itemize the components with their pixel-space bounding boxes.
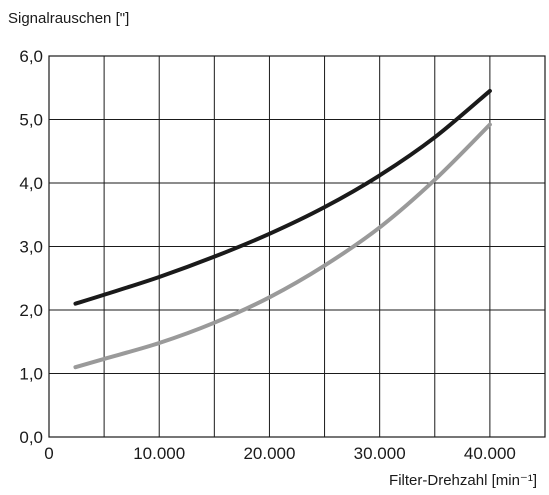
y-tick-label: 4,0 [19,174,43,193]
y-tick-label: 3,0 [19,238,43,257]
y-tick-label: 1,0 [19,365,43,384]
x-axis-label: Filter-Drehzahl [min⁻¹] [389,472,537,489]
y-tick-label: 6,0 [19,47,43,66]
x-tick-label: 40.000 [464,444,516,463]
plot-frame [48,55,546,438]
y-tick-label: 0,0 [19,428,43,447]
y-tick-label: 5,0 [19,111,43,130]
series-line-upper [73,88,492,306]
x-tick-label: 30.000 [354,444,406,463]
y-axis-label: Signalrauschen ["] [8,10,130,27]
y-tick-label: 2,0 [19,301,43,320]
x-tick-label: 20.000 [243,444,295,463]
x-tick-label: 10.000 [133,444,185,463]
x-tick-label: 0 [44,444,53,463]
series-line-lower [73,122,492,370]
